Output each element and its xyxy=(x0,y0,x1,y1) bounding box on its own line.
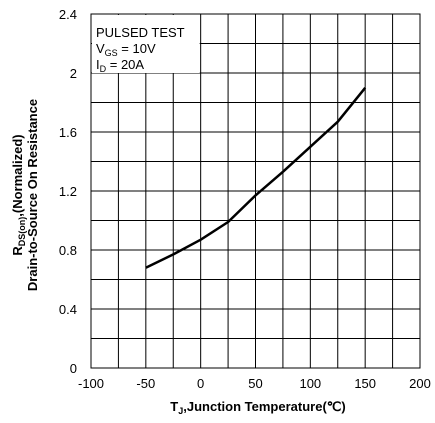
y-tick-label: 2.4 xyxy=(59,7,77,22)
y-tick-labels: 0 0.4 0.8 1.2 1.6 2 2.4 xyxy=(59,7,77,376)
annotation-line-3: ID = 20A xyxy=(96,57,144,74)
annotation-line-2: VGS = 10V xyxy=(96,41,156,58)
x-tick-label: 100 xyxy=(299,376,321,391)
plot-frame xyxy=(90,13,421,369)
x-tick-label: 0 xyxy=(197,376,204,391)
y-tick-label: 1.6 xyxy=(59,125,77,140)
series-line xyxy=(145,87,367,269)
x-axis-title: TJ,Junction Temperature(℃) xyxy=(170,399,345,416)
annotation-background xyxy=(92,15,200,73)
y-tick-label: 0.4 xyxy=(59,302,77,317)
y-tick-label: 0 xyxy=(70,361,77,376)
y-tick-label: 2 xyxy=(70,66,77,81)
annotation: PULSED TEST VGS = 10V ID = 20A xyxy=(96,25,185,74)
y-axis-title-line-2: Drain-to-Source On Resistance xyxy=(25,99,40,291)
y-axis-title: RDS(on),(Normalized) Drain-to-Source On … xyxy=(10,99,40,291)
x-tick-label: 150 xyxy=(354,376,376,391)
annotation-line-1: PULSED TEST xyxy=(96,25,185,40)
x-tick-label: 200 xyxy=(409,376,431,391)
y-tick-label: 0.8 xyxy=(59,243,77,258)
x-tick-label: -100 xyxy=(78,376,104,391)
x-tick-label: 50 xyxy=(248,376,262,391)
x-tick-label: -50 xyxy=(136,376,155,391)
y-axis-title-line-1: RDS(on),(Normalized) xyxy=(10,134,27,255)
y-tick-label: 1.2 xyxy=(59,184,77,199)
x-tick-labels: -100 -50 0 50 100 150 200 xyxy=(78,376,431,391)
